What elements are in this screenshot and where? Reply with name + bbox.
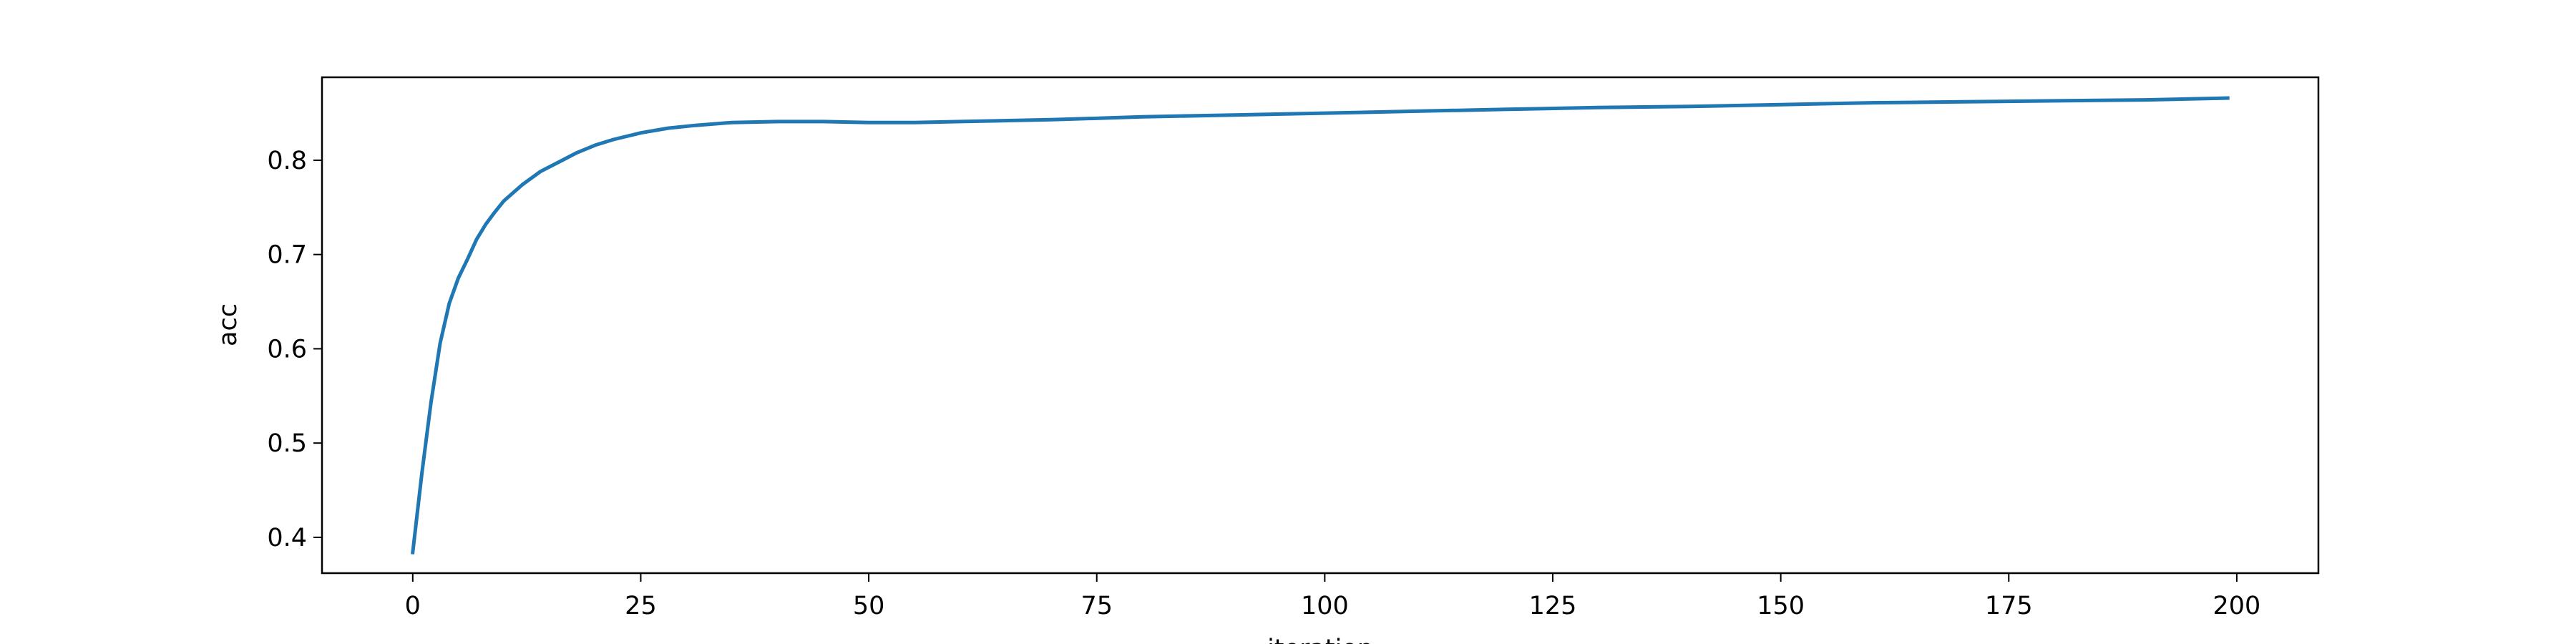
x-axis: 0 25 50 75 100 125 150 175 200	[405, 573, 2261, 620]
y-tick-label: 0.6	[267, 335, 307, 364]
y-tick-label: 0.8	[267, 147, 307, 175]
x-tick-label: 75	[1080, 592, 1113, 620]
x-axis-label: iteration	[1267, 635, 1373, 644]
y-axis: 0.4 0.5 0.6 0.7 0.8	[267, 147, 322, 552]
x-tick-label: 25	[625, 592, 657, 620]
plot-frame	[321, 76, 2320, 575]
y-tick-label: 0.7	[267, 241, 307, 270]
x-tick-label: 100	[1301, 592, 1349, 620]
x-tick-label: 125	[1529, 592, 1577, 620]
x-tick-label: 175	[1985, 592, 2033, 620]
y-axis-label: acc	[214, 303, 243, 346]
plot-area	[322, 77, 2318, 573]
series-line	[411, 96, 2230, 555]
x-tick-label: 200	[2213, 592, 2261, 620]
y-tick-label: 0.4	[267, 524, 307, 552]
y-tick-label: 0.5	[267, 429, 307, 458]
x-tick-label: 150	[1757, 592, 1805, 620]
x-tick-label: 50	[853, 592, 885, 620]
x-tick-label: 0	[405, 592, 421, 620]
